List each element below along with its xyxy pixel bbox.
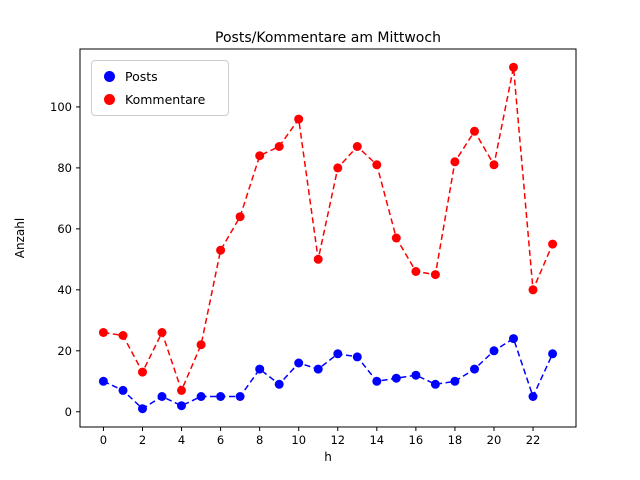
kommentare-marker-icon [104,94,115,105]
x-tick-label: 0 [100,433,107,447]
legend-label-posts: Posts [125,69,158,84]
y-tick-label: 80 [57,161,72,175]
marker-kommentare [235,212,245,222]
y-tick-label: 60 [57,222,72,236]
y-axis-label: Anzahl [13,217,27,259]
marker-kommentare [489,160,499,170]
x-tick-label: 12 [330,433,345,447]
marker-kommentare [411,267,421,276]
marker-kommentare [470,126,479,136]
legend-item-posts: Posts [104,69,214,84]
marker-posts [430,379,440,389]
marker-posts [489,346,499,356]
marker-posts [333,349,343,359]
y-tick-label: 40 [57,283,72,297]
marker-kommentare [430,270,440,280]
marker-posts [274,379,284,389]
posts-marker-icon [104,71,115,82]
legend-label-kommentare: Kommentare [125,92,206,107]
x-tick-label: 2 [139,433,146,447]
marker-kommentare [216,245,226,255]
x-axis-label: h [324,450,332,464]
marker-posts [138,404,147,414]
marker-posts [118,385,128,395]
marker-posts [177,401,186,411]
marker-posts [450,376,460,386]
x-tick-label: 20 [487,433,502,447]
x-tick-label: 8 [256,433,263,447]
marker-posts [372,376,382,386]
marker-posts [255,364,265,374]
marker-kommentare [177,385,186,395]
legend-item-kommentare: Kommentare [104,92,214,107]
marker-kommentare [528,285,538,295]
marker-kommentare [548,239,558,249]
marker-posts [157,392,167,401]
marker-kommentare [98,328,108,337]
y-tick-label: 0 [65,405,72,419]
x-tick-label: 4 [178,433,185,447]
series-line-posts [103,337,554,410]
marker-posts [235,392,245,401]
legend: Posts Kommentare [91,60,229,116]
marker-posts [352,352,362,362]
marker-posts [196,392,206,401]
marker-posts [548,349,558,359]
series-line-kommentare [103,67,554,393]
chart-title: Posts/Kommentare am Mittwoch [215,30,441,46]
marker-posts [216,392,226,401]
marker-kommentare [352,142,362,151]
x-tick-label: 18 [448,433,463,447]
marker-kommentare [391,233,401,243]
marker-posts [313,364,323,374]
axes-box [79,48,577,428]
marker-posts [391,373,401,383]
x-tick-label: 22 [526,433,541,447]
marker-kommentare [450,157,460,167]
marker-posts [294,358,304,368]
x-tick-label: 16 [409,433,424,447]
x-tick-label: 10 [291,433,306,447]
marker-kommentare [509,62,518,72]
marker-posts [509,334,518,344]
marker-posts [528,392,538,401]
x-tick-label: 14 [369,433,384,447]
marker-kommentare [372,160,382,170]
marker-kommentare [196,340,206,350]
marker-kommentare [274,142,284,151]
y-tick-label: 100 [50,100,72,114]
marker-posts [470,364,479,374]
marker-kommentare [333,163,343,173]
marker-kommentare [157,328,167,337]
x-tick-label: 6 [217,433,224,447]
marker-posts [98,376,108,386]
marker-kommentare [118,331,128,340]
marker-kommentare [255,151,265,161]
marker-kommentare [313,254,323,264]
marker-kommentare [138,367,147,377]
marker-kommentare [294,114,304,124]
y-tick-label: 20 [57,344,72,358]
marker-posts [411,370,421,380]
